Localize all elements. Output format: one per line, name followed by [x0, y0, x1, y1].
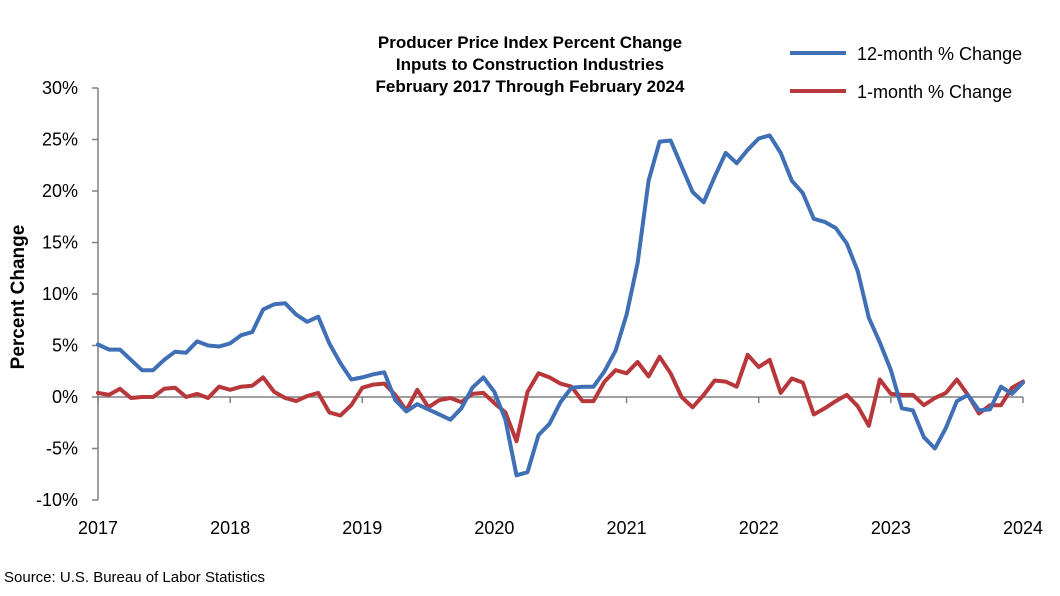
title-line-1: Producer Price Index Percent Change: [378, 33, 682, 52]
x-tick-label: 2020: [474, 518, 514, 538]
series-line-12-month: [96, 133, 1025, 478]
y-tick-label: 0%: [52, 387, 78, 407]
series-lines: [96, 133, 1025, 478]
x-tick-label: 2017: [78, 518, 118, 538]
y-axis-label: Percent Change: [8, 225, 29, 370]
legend: 12-month % Change 1-month % Change: [790, 44, 1022, 102]
x-tick-label: 2024: [1003, 518, 1043, 538]
legend-label-1-month: 1-month % Change: [857, 82, 1012, 102]
chart-title: Producer Price Index Percent Change Inpu…: [376, 33, 685, 96]
x-tick-label: 2018: [210, 518, 250, 538]
y-tick-label: -10%: [36, 490, 78, 510]
y-tick-label: -5%: [46, 439, 78, 459]
title-line-2: Inputs to Construction Industries: [396, 55, 664, 74]
y-tick-label: 10%: [42, 284, 78, 304]
x-tick-label: 2023: [871, 518, 911, 538]
axes: -10% -5% 0% 5% 10% 15% 20% 25% 30% 2017 2018 2019 20…: [36, 78, 1043, 538]
x-tick-label: 2022: [739, 518, 779, 538]
y-tick-label: 20%: [42, 181, 78, 201]
y-tick-label: 25%: [42, 130, 78, 150]
y-tick-label: 30%: [42, 78, 78, 98]
x-tick-label: 2019: [342, 518, 382, 538]
x-tick-label: 2021: [607, 518, 647, 538]
y-tick-label: 15%: [42, 233, 78, 253]
source-note: Source: U.S. Bureau of Labor Statistics: [4, 569, 265, 586]
series-line-1-month: [96, 352, 1025, 444]
title-line-3: February 2017 Through February 2024: [376, 77, 685, 96]
y-tick-label: 5%: [52, 336, 78, 356]
legend-label-12-month: 12-month % Change: [857, 44, 1022, 64]
